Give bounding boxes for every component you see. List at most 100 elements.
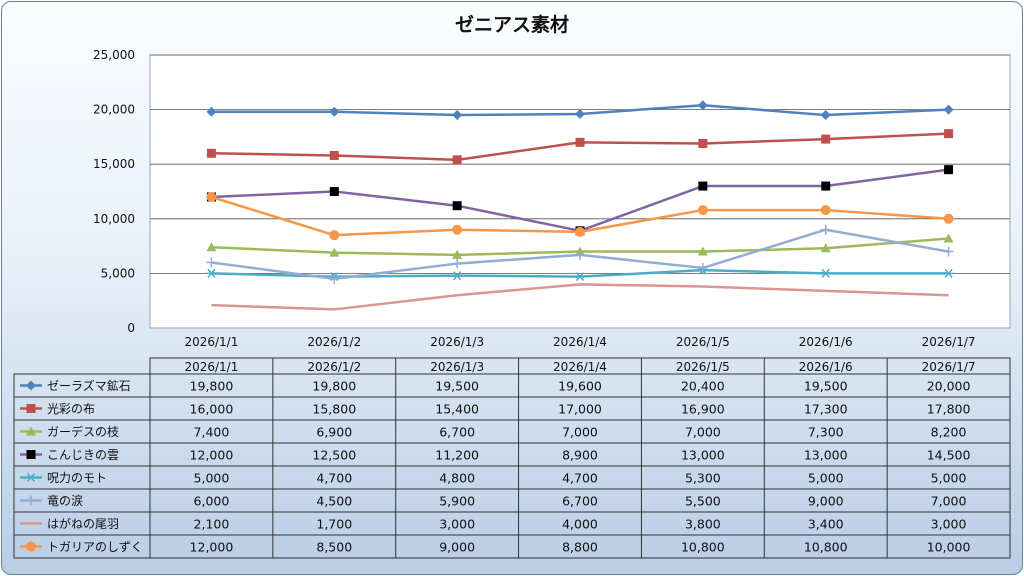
table-value-cell: 4,800 xyxy=(439,471,475,486)
legend-label: こんじきの雲 xyxy=(47,448,119,462)
table-value-cell: 17,300 xyxy=(804,402,848,417)
table-value-cell: 9,000 xyxy=(808,494,844,509)
point-triangle xyxy=(820,243,831,253)
point-square xyxy=(452,155,462,165)
legend-label: 呪力のモト xyxy=(47,471,107,485)
point-square xyxy=(698,181,708,191)
point-square xyxy=(206,148,216,158)
table-header-cell: 2026/1/3 xyxy=(430,360,484,374)
table-value-cell: 8,200 xyxy=(931,425,967,440)
table-value-cell: 16,000 xyxy=(190,402,234,417)
table-header-cell: 2026/1/4 xyxy=(553,360,607,374)
table-value-cell: 13,000 xyxy=(804,448,848,463)
table-value-cell: 9,000 xyxy=(439,540,475,555)
table-value-cell: 1,700 xyxy=(316,517,352,532)
point-circle xyxy=(943,213,954,224)
table-value-cell: 10,000 xyxy=(927,540,971,555)
point-square xyxy=(26,450,36,459)
table-value-cell: 14,500 xyxy=(927,448,971,463)
point-asterisk xyxy=(821,268,830,278)
legend-label: 竜の涙 xyxy=(47,493,83,508)
table-value-cell: 4,500 xyxy=(316,494,352,509)
table-value-cell: 10,800 xyxy=(804,540,848,555)
x-tick-label: 2026/1/5 xyxy=(676,335,730,349)
table-value-cell: 8,500 xyxy=(316,540,352,555)
y-tick-label: 20,000 xyxy=(93,103,135,117)
table-value-cell: 3,000 xyxy=(931,517,967,532)
point-circle xyxy=(452,224,463,235)
table-value-cell: 8,900 xyxy=(562,448,598,463)
point-diamond xyxy=(697,100,708,111)
table-value-cell: 15,800 xyxy=(312,402,356,417)
point-circle xyxy=(26,541,36,552)
point-asterisk xyxy=(207,268,216,278)
table-value-cell: 16,900 xyxy=(681,402,725,417)
legend-label: トガリアのしずく xyxy=(47,540,143,554)
point-square xyxy=(329,150,339,160)
x-tick-label: 2026/1/3 xyxy=(430,335,484,349)
x-tick-label: 2026/1/1 xyxy=(184,335,238,349)
point-triangle xyxy=(943,233,954,243)
table-value-cell: 6,700 xyxy=(562,494,598,509)
point-square xyxy=(944,129,954,139)
table-value-cell: 5,500 xyxy=(685,494,721,509)
table-value-cell: 3,000 xyxy=(439,517,475,532)
point-triangle xyxy=(452,249,463,259)
table-value-cell: 8,800 xyxy=(562,540,598,555)
point-square xyxy=(26,404,36,413)
y-tick-label: 25,000 xyxy=(93,48,135,62)
table-value-cell: 6,900 xyxy=(316,425,352,440)
table-value-cell: 7,300 xyxy=(808,425,844,440)
point-square xyxy=(698,138,708,148)
table-value-cell: 13,000 xyxy=(681,448,725,463)
point-diamond xyxy=(26,380,36,391)
table-value-cell: 2,100 xyxy=(194,517,230,532)
table-header-cell: 2026/1/2 xyxy=(307,360,361,374)
legend-label: ゼーラズマ鉱石 xyxy=(47,378,131,393)
point-triangle xyxy=(697,246,708,256)
table-value-cell: 19,500 xyxy=(435,379,479,394)
series-line xyxy=(211,283,949,311)
point-square xyxy=(329,187,339,196)
table-value-cell: 17,000 xyxy=(558,402,602,417)
table-value-cell: 5,900 xyxy=(439,494,475,509)
point-square xyxy=(821,181,831,191)
point-diamond xyxy=(206,106,217,117)
point-asterisk xyxy=(26,473,36,482)
point-circle xyxy=(697,205,708,216)
point-square xyxy=(944,165,954,175)
table-value-cell: 20,000 xyxy=(927,379,971,394)
table-value-cell: 19,800 xyxy=(190,379,234,394)
point-asterisk xyxy=(944,268,953,278)
table-value-cell: 6,000 xyxy=(194,494,230,509)
x-tick-label: 2026/1/7 xyxy=(922,335,976,349)
table-value-cell: 19,800 xyxy=(312,379,356,394)
point-asterisk xyxy=(453,271,462,281)
table-value-cell: 4,000 xyxy=(562,517,598,532)
point-circle xyxy=(329,230,340,241)
table-value-cell: 5,000 xyxy=(194,471,230,486)
table-value-cell: 3,800 xyxy=(685,517,721,532)
y-tick-label: 10,000 xyxy=(93,212,135,226)
point-diamond xyxy=(820,110,831,121)
point-diamond xyxy=(452,110,463,121)
point-asterisk xyxy=(575,272,585,282)
table-value-cell: 5,000 xyxy=(931,471,967,486)
legend-label: 光彩の布 xyxy=(47,402,95,416)
table-value-cell: 19,500 xyxy=(804,379,848,394)
plot-area xyxy=(149,54,1011,329)
table-value-cell: 20,400 xyxy=(681,379,725,394)
point-square xyxy=(452,201,462,211)
table-value-cell: 10,800 xyxy=(681,540,725,555)
y-tick-label: 5,000 xyxy=(101,266,135,280)
x-tick-label: 2026/1/6 xyxy=(799,335,853,349)
legend-label: はがねの尾羽 xyxy=(47,516,119,531)
table-value-cell: 11,200 xyxy=(435,448,479,463)
table-value-cell: 12,000 xyxy=(190,540,234,555)
point-circle xyxy=(206,191,217,202)
point-square xyxy=(821,134,831,144)
table-value-cell: 4,700 xyxy=(316,471,352,486)
table-value-cell: 17,800 xyxy=(927,402,971,417)
y-tick-label: 15,000 xyxy=(93,157,135,171)
